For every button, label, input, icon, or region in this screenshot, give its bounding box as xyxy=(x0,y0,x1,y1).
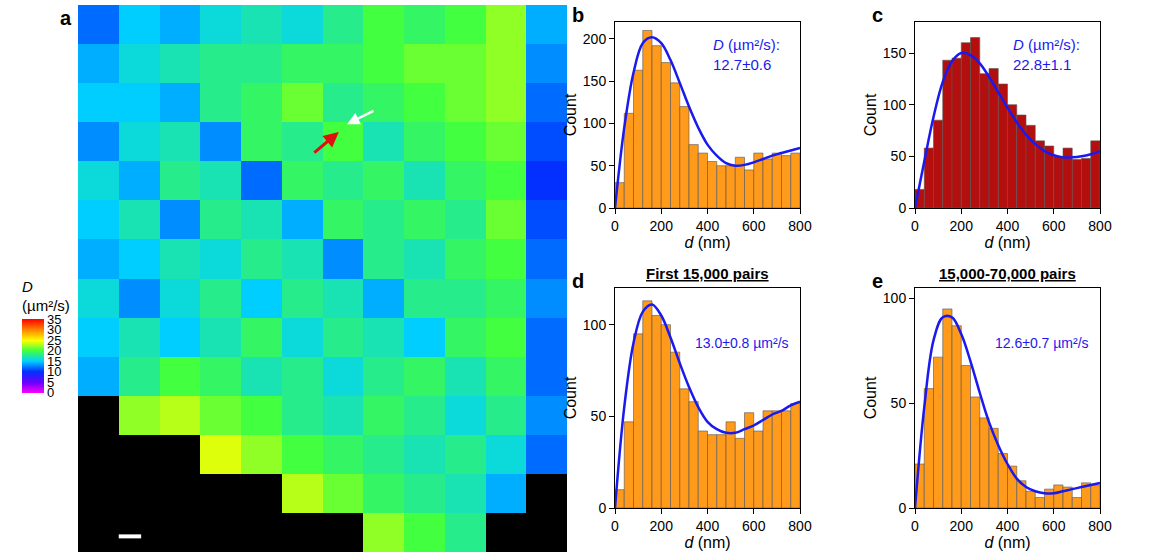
svg-text:13.0±0.8 µm²/s: 13.0±0.8 µm²/s xyxy=(695,335,789,351)
svg-text:600: 600 xyxy=(1042,218,1066,234)
svg-text:15,000-70,000 pairs: 15,000-70,000 pairs xyxy=(939,265,1076,282)
svg-text:0: 0 xyxy=(598,200,606,216)
svg-text:c: c xyxy=(872,4,883,26)
svg-text:d: d xyxy=(572,270,584,292)
svg-text:D (µm²/s):12.7±0.6: D (µm²/s):12.7±0.6 xyxy=(713,36,780,73)
svg-text:0: 0 xyxy=(47,385,54,400)
svg-text:50: 50 xyxy=(591,158,607,174)
svg-text:0: 0 xyxy=(611,518,619,534)
svg-text:25: 25 xyxy=(47,333,61,348)
svg-text:d (nm): d (nm) xyxy=(984,534,1030,551)
svg-text:150: 150 xyxy=(883,45,907,61)
svg-text:800: 800 xyxy=(1088,218,1112,234)
svg-text:400: 400 xyxy=(696,218,720,234)
svg-text:800: 800 xyxy=(1088,518,1112,534)
svg-text:100: 100 xyxy=(583,317,607,333)
svg-text:50: 50 xyxy=(591,408,607,424)
svg-text:200: 200 xyxy=(950,218,974,234)
svg-text:50: 50 xyxy=(891,148,907,164)
svg-text:20: 20 xyxy=(47,343,61,358)
svg-text:12.6±0.7 µm²/s: 12.6±0.7 µm²/s xyxy=(995,335,1089,351)
svg-text:200: 200 xyxy=(650,518,674,534)
svg-text:0: 0 xyxy=(598,500,606,516)
svg-text:a: a xyxy=(60,7,72,29)
svg-text:0: 0 xyxy=(911,218,919,234)
svg-text:b: b xyxy=(572,4,584,26)
svg-text:D(µm²/s): D(µm²/s) xyxy=(22,278,70,315)
svg-text:10: 10 xyxy=(47,364,61,379)
svg-text:0: 0 xyxy=(898,200,906,216)
svg-text:e: e xyxy=(872,270,883,292)
svg-text:600: 600 xyxy=(742,218,766,234)
svg-text:5: 5 xyxy=(47,375,54,390)
svg-text:D (µm²/s):22.8±1.1: D (µm²/s):22.8±1.1 xyxy=(1013,36,1080,73)
svg-text:Count: Count xyxy=(862,376,879,419)
svg-text:100: 100 xyxy=(583,115,607,131)
svg-text:50: 50 xyxy=(891,395,907,411)
svg-text:15: 15 xyxy=(47,354,61,369)
svg-text:600: 600 xyxy=(742,518,766,534)
svg-text:200: 200 xyxy=(950,518,974,534)
svg-text:200: 200 xyxy=(583,31,607,47)
svg-text:600: 600 xyxy=(1042,518,1066,534)
svg-text:d (nm): d (nm) xyxy=(684,234,730,251)
svg-text:100: 100 xyxy=(883,290,907,306)
svg-text:0: 0 xyxy=(898,500,906,516)
svg-text:First 15,000 pairs: First 15,000 pairs xyxy=(646,265,769,282)
svg-text:800: 800 xyxy=(788,518,812,534)
svg-text:800: 800 xyxy=(788,218,812,234)
svg-text:200: 200 xyxy=(650,218,674,234)
svg-text:Count: Count xyxy=(562,93,579,136)
svg-text:Count: Count xyxy=(862,93,879,136)
svg-text:400: 400 xyxy=(996,218,1020,234)
svg-text:400: 400 xyxy=(696,518,720,534)
svg-text:0: 0 xyxy=(611,218,619,234)
svg-text:100: 100 xyxy=(883,97,907,113)
svg-text:35: 35 xyxy=(47,312,61,327)
svg-text:0: 0 xyxy=(911,518,919,534)
svg-text:Count: Count xyxy=(562,376,579,419)
svg-text:30: 30 xyxy=(47,322,61,337)
svg-text:d (nm): d (nm) xyxy=(984,234,1030,251)
svg-text:150: 150 xyxy=(583,73,607,89)
svg-text:400: 400 xyxy=(996,518,1020,534)
svg-text:d (nm): d (nm) xyxy=(684,534,730,551)
